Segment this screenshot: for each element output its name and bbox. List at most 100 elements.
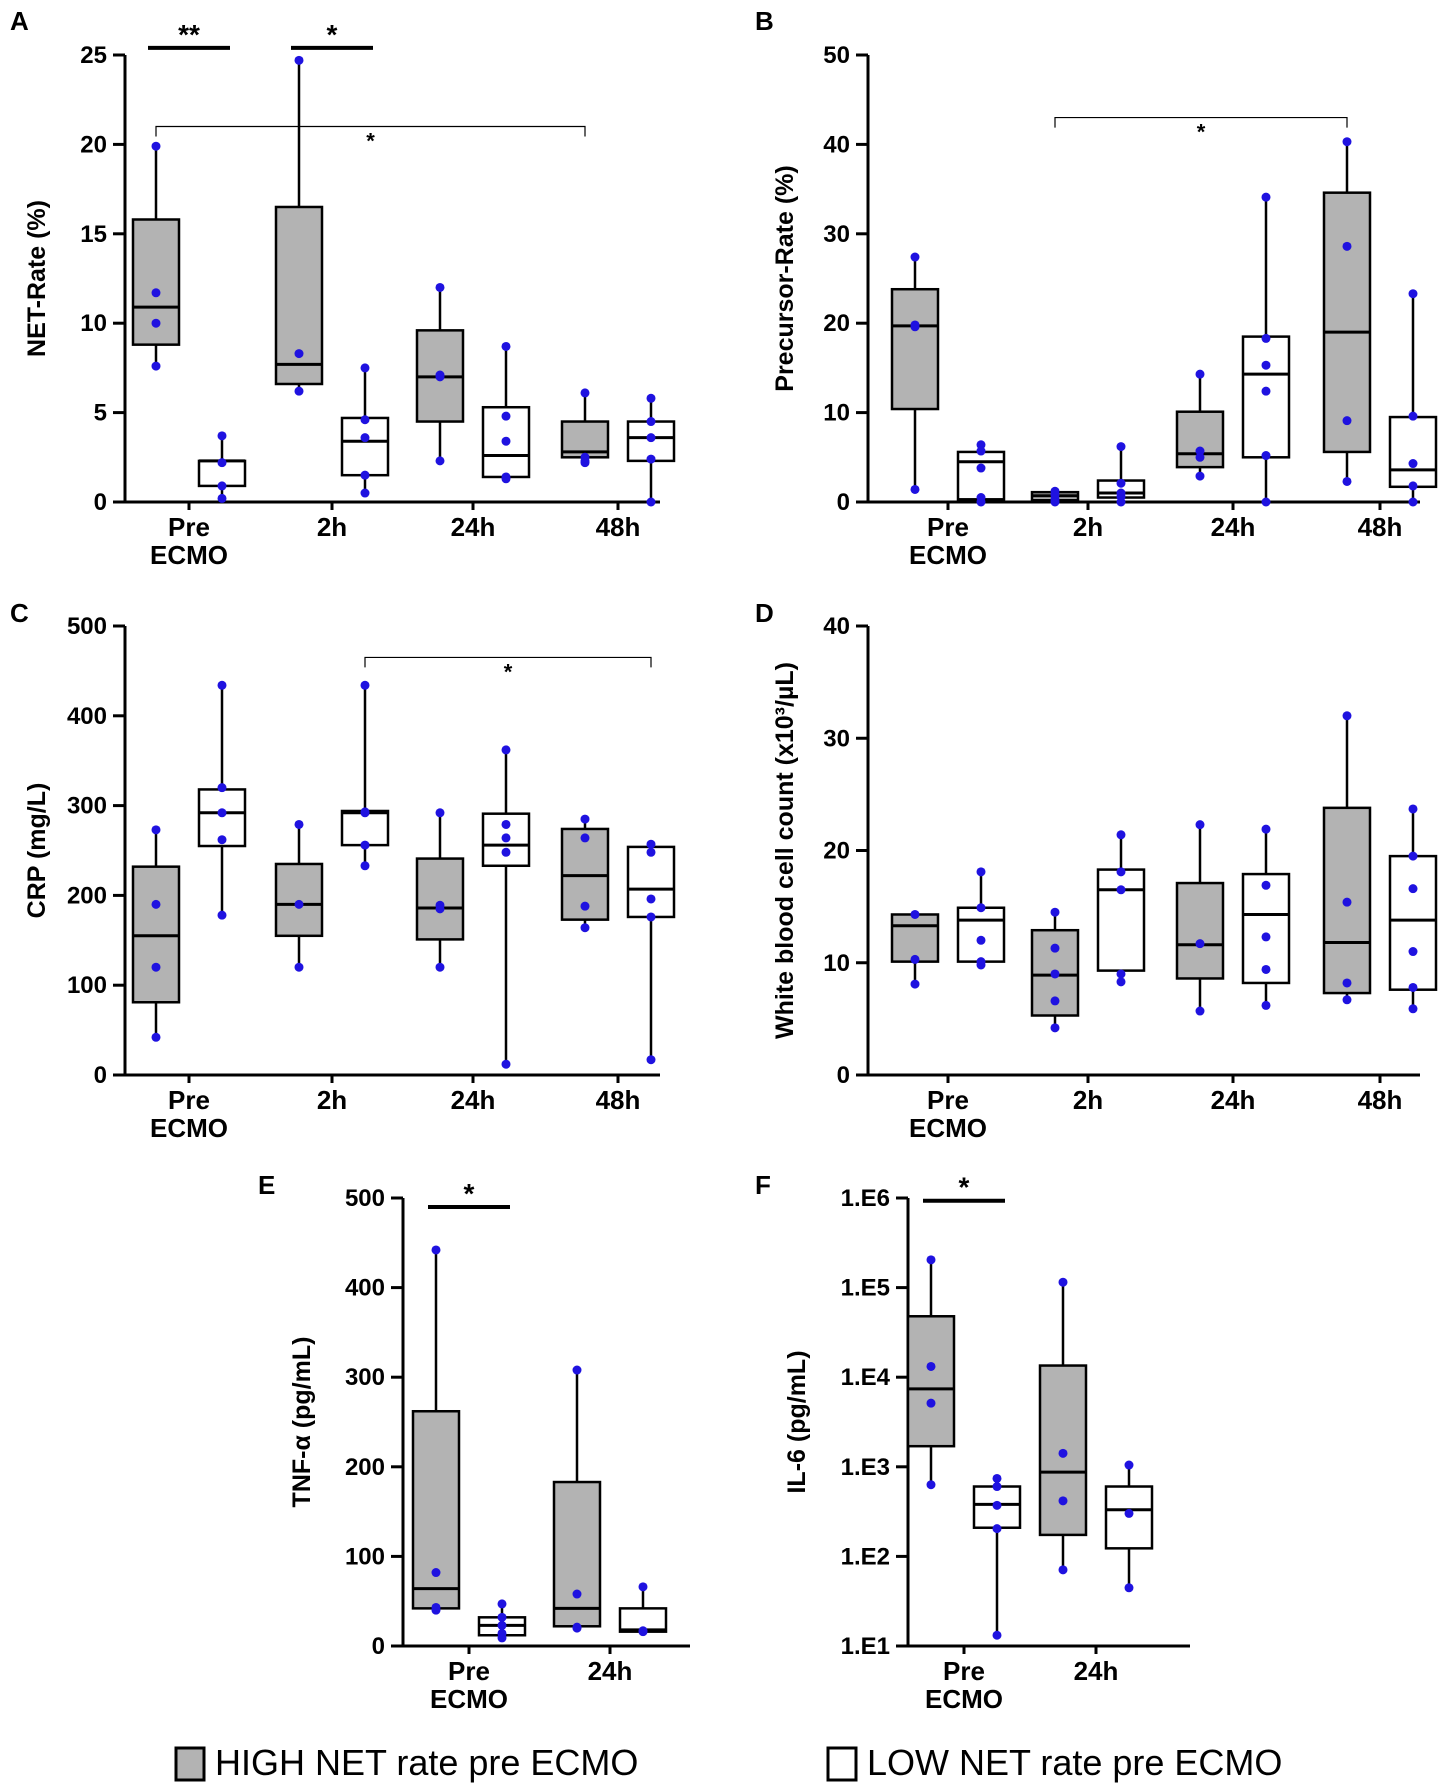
low-data-point (1124, 1460, 1134, 1470)
x-category-label: Pre (168, 1085, 210, 1115)
significance-label: * (504, 659, 513, 684)
low-data-point (976, 867, 986, 877)
high-data-point (1195, 369, 1205, 379)
low-data-point (1261, 386, 1271, 396)
low-data-point (501, 436, 511, 446)
panel-letter: D (755, 598, 774, 628)
x-category-label-line2: ECMO (909, 1113, 987, 1143)
low-data-point (1116, 867, 1126, 877)
low-data-point (1408, 1004, 1418, 1014)
low-data-point (1408, 497, 1418, 507)
low-data-point (1408, 851, 1418, 861)
low-data-point (1261, 360, 1271, 370)
low-data-point (497, 1612, 507, 1622)
high-data-point (151, 288, 161, 298)
high-data-point (431, 1245, 441, 1255)
panel-letter: A (10, 6, 29, 36)
panel-letter: B (755, 6, 774, 36)
high-data-point (580, 833, 590, 843)
low-data-point (992, 1500, 1002, 1510)
high-data-point (435, 370, 445, 380)
high-data-point (151, 899, 161, 909)
low-data-point (992, 1482, 1002, 1492)
significance-label: * (366, 129, 375, 154)
low-data-point (501, 745, 511, 755)
low-data-point (646, 847, 656, 857)
x-category-label: 48h (1358, 1085, 1403, 1115)
low-data-point (1408, 804, 1418, 814)
panel-letter: C (10, 598, 29, 628)
low-data-point (1261, 1000, 1271, 1010)
x-category-label: 2h (1073, 512, 1103, 542)
high-data-point (926, 1398, 936, 1408)
low-data-point (1261, 192, 1271, 202)
y-tick-label: 0 (372, 1633, 385, 1660)
low-data-point (1124, 1508, 1134, 1518)
low-data-point (1116, 977, 1126, 987)
low-data-point (1408, 411, 1418, 421)
low-data-point (217, 493, 227, 503)
low-data-point (217, 431, 227, 441)
high-data-point (926, 1255, 936, 1265)
low-data-point (360, 433, 370, 443)
low-box (626, 845, 676, 919)
y-tick-label: 20 (823, 310, 850, 337)
high-data-point (580, 388, 590, 398)
high-data-point (431, 1568, 441, 1578)
x-category-label-line2: ECMO (430, 1684, 508, 1714)
high-data-point (1195, 939, 1205, 949)
high-data-point (294, 819, 304, 829)
y-tick-label: 0 (837, 1062, 850, 1089)
low-data-point (976, 903, 986, 913)
x-category-label: Pre (168, 512, 210, 542)
legend-high-label: HIGH NET rate pre ECMO (215, 1742, 638, 1783)
low-data-point (976, 960, 986, 970)
low-data-point (501, 1059, 511, 1069)
x-category-label: 2h (317, 512, 347, 542)
x-category-label: 24h (1074, 1656, 1119, 1686)
high-data-point (151, 141, 161, 151)
high-data-point (1195, 446, 1205, 456)
y-tick-label: 20 (80, 131, 107, 158)
low-data-point (646, 912, 656, 922)
legend-low-swatch (826, 1746, 858, 1782)
low-data-point (1116, 478, 1126, 488)
low-data-point (1116, 969, 1126, 979)
low-data-point (1408, 947, 1418, 957)
panel-D: D 0 10 20 30 40 White blood cell count (x10³/µ… (755, 598, 1438, 1143)
low-data-point (646, 417, 656, 427)
y-axis-title: IL-6 (pg/mL) (783, 1350, 811, 1493)
y-tick-label: 300 (345, 1364, 385, 1391)
low-data-point (646, 393, 656, 403)
low-data-point (360, 470, 370, 480)
low-data-point (217, 808, 227, 818)
x-category-label-line2: ECMO (925, 1684, 1003, 1714)
low-data-point (497, 1633, 507, 1643)
y-tick-label: 20 (823, 838, 850, 865)
y-tick-label: 30 (823, 725, 850, 752)
significance-bracket (364, 656, 652, 668)
y-tick-label: 10 (823, 400, 850, 427)
y-tick-label: 25 (80, 42, 107, 69)
low-data-point (646, 454, 656, 464)
high-data-point (1050, 969, 1060, 979)
y-tick-label: 0 (94, 1062, 107, 1089)
high-data-point (1342, 995, 1352, 1005)
y-tick-label: 1.E6 (841, 1185, 890, 1212)
high-data-point (910, 979, 920, 989)
low-data-point (646, 894, 656, 904)
low-data-point (360, 363, 370, 373)
high-box (1175, 881, 1225, 980)
x-category-label: 48h (596, 1085, 641, 1115)
high-data-point (910, 252, 920, 262)
significance-bracket (1054, 116, 1348, 128)
low-box (1096, 868, 1146, 972)
low-data-point (646, 433, 656, 443)
high-data-point (151, 1032, 161, 1042)
high-box (552, 1480, 602, 1628)
high-data-point (910, 322, 920, 332)
high-data-point (151, 361, 161, 371)
x-category-label: Pre (927, 512, 969, 542)
